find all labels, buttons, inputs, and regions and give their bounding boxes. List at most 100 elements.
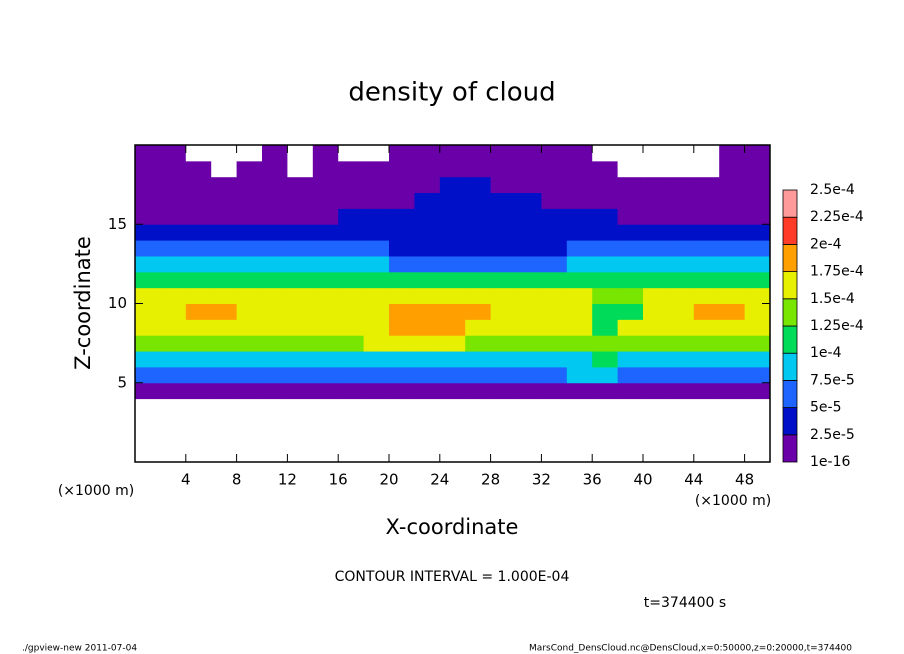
field-cell bbox=[135, 240, 161, 257]
field-cell bbox=[389, 351, 415, 368]
field-cell bbox=[439, 160, 466, 178]
field-cell bbox=[211, 335, 238, 352]
field-cell bbox=[516, 398, 542, 415]
field-cell bbox=[185, 176, 212, 194]
field-cell bbox=[236, 208, 263, 225]
field-cell bbox=[414, 414, 441, 431]
field-cell bbox=[160, 335, 187, 352]
field-cell bbox=[465, 351, 492, 368]
field-cell bbox=[414, 176, 441, 194]
field-cell bbox=[693, 224, 720, 241]
field-cell bbox=[490, 303, 517, 320]
field-cell bbox=[338, 240, 365, 257]
field-cell bbox=[617, 160, 644, 178]
colorbar-box bbox=[782, 243, 798, 272]
field-cell bbox=[643, 382, 669, 400]
field-cell bbox=[465, 287, 492, 304]
field-cell bbox=[338, 382, 365, 400]
field-cell bbox=[490, 224, 517, 241]
field-cell bbox=[414, 224, 441, 241]
field-cell bbox=[338, 208, 365, 225]
field-cell bbox=[389, 240, 415, 257]
field-cell bbox=[541, 224, 568, 241]
field-cell bbox=[312, 382, 339, 400]
field-cell bbox=[236, 335, 263, 352]
field-cell bbox=[668, 176, 695, 194]
field-cell bbox=[643, 208, 669, 225]
field-cell bbox=[465, 303, 492, 320]
field-cell bbox=[719, 271, 746, 289]
field-cell bbox=[668, 335, 695, 352]
field-cell bbox=[541, 414, 568, 431]
field-cell bbox=[312, 446, 339, 463]
field-cell bbox=[516, 319, 542, 336]
field-cell bbox=[160, 240, 187, 257]
field-cell bbox=[414, 382, 441, 400]
field-cell bbox=[744, 366, 771, 384]
x-tick-label: 8 bbox=[232, 471, 242, 489]
field-cell bbox=[668, 224, 695, 241]
field-cell bbox=[744, 446, 771, 463]
field-cell bbox=[312, 414, 339, 431]
field-cell bbox=[389, 271, 415, 289]
field-cell bbox=[566, 287, 593, 304]
field-cell bbox=[185, 319, 212, 336]
field-cell bbox=[236, 446, 263, 463]
field-cell bbox=[211, 398, 238, 415]
field-cell bbox=[236, 366, 263, 384]
field-cell bbox=[744, 255, 771, 273]
field-cell bbox=[516, 303, 542, 320]
field-cell bbox=[135, 176, 161, 194]
field-cell bbox=[262, 414, 288, 431]
field-cell bbox=[668, 192, 695, 209]
colorbar-label: 2.25e-4 bbox=[810, 209, 864, 225]
field-cell bbox=[617, 382, 644, 400]
field-cell bbox=[668, 398, 695, 415]
field-cell bbox=[414, 287, 441, 304]
x-tick-label: 36 bbox=[583, 471, 602, 489]
x-tick-label: 12 bbox=[278, 471, 297, 489]
field-cell bbox=[617, 335, 644, 352]
field-cell bbox=[135, 382, 161, 400]
field-cell bbox=[744, 398, 771, 415]
field-cell bbox=[744, 224, 771, 241]
field-cell bbox=[541, 382, 568, 400]
field-cell bbox=[185, 446, 212, 463]
field-cell bbox=[439, 319, 466, 336]
field-cell bbox=[516, 145, 542, 162]
field-cell bbox=[363, 446, 390, 463]
field-cell bbox=[363, 366, 390, 384]
field-cell bbox=[617, 271, 644, 289]
field-cell bbox=[643, 446, 669, 463]
field-cell bbox=[363, 160, 390, 178]
field-cell bbox=[668, 351, 695, 368]
field-cell bbox=[389, 446, 415, 463]
field-cell bbox=[363, 335, 390, 352]
field-cell bbox=[287, 319, 314, 336]
field-cell bbox=[236, 430, 263, 447]
field-cell bbox=[668, 160, 695, 178]
field-cell bbox=[592, 192, 619, 209]
field-cell bbox=[414, 240, 441, 257]
field-cell bbox=[338, 319, 365, 336]
field-cell bbox=[160, 382, 187, 400]
field-cell bbox=[516, 255, 542, 273]
field-cell bbox=[592, 287, 619, 304]
field-cell bbox=[287, 176, 314, 194]
field-cell bbox=[185, 160, 212, 178]
field-cell bbox=[744, 240, 771, 257]
field-cell bbox=[693, 303, 720, 320]
y-tick-label: 10 bbox=[108, 294, 127, 312]
field-cell bbox=[135, 145, 161, 162]
field-cell bbox=[211, 271, 238, 289]
field-cell bbox=[160, 287, 187, 304]
field-cell bbox=[211, 192, 238, 209]
field-cell bbox=[541, 176, 568, 194]
field-cell bbox=[439, 287, 466, 304]
field-cell bbox=[693, 414, 720, 431]
field-cell bbox=[693, 160, 720, 178]
field-cell bbox=[211, 208, 238, 225]
field-cell bbox=[744, 160, 771, 178]
field-cell bbox=[643, 335, 669, 352]
